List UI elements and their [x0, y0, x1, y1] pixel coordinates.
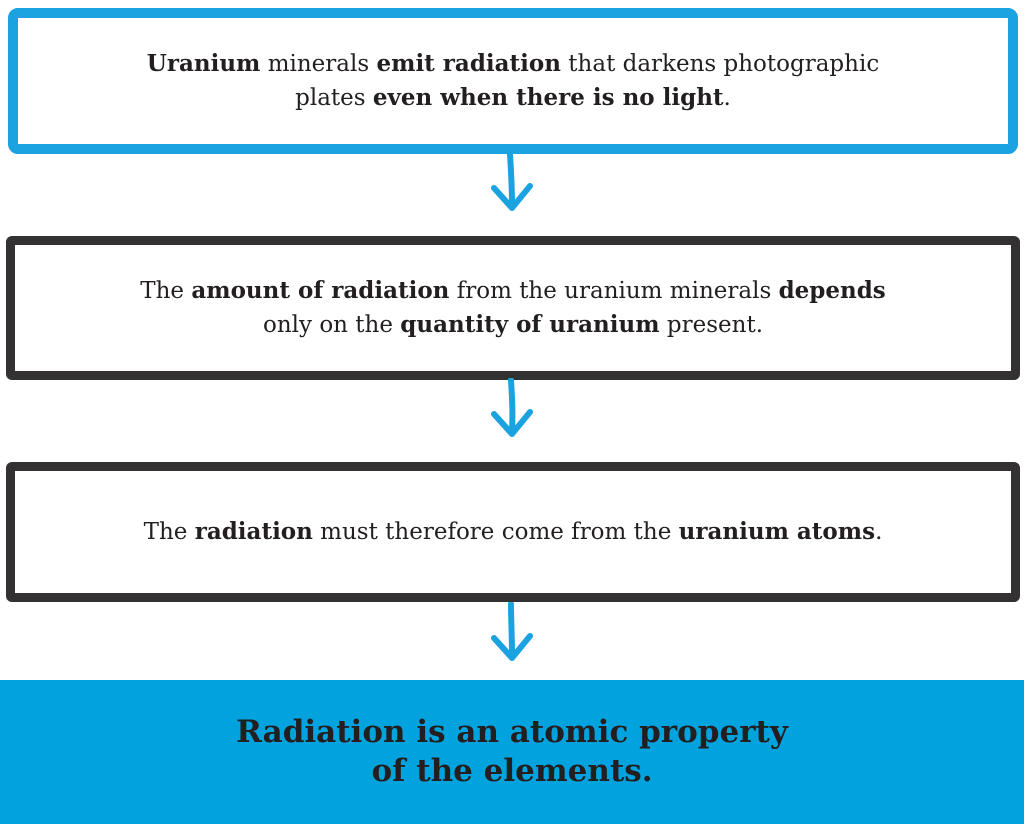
conclusion-text: Radiation is an atomic property of the e… [236, 713, 788, 791]
emphasis-text: quantity of uranium [400, 311, 660, 338]
step-2-line-1: The amount of radiation from the uranium… [140, 274, 886, 309]
emphasis-text: radiation [194, 517, 313, 545]
step-2-text: The amount of radiation from the uranium… [140, 274, 886, 343]
down-arrow-icon [491, 152, 533, 211]
body-text: . [875, 518, 883, 545]
body-text: The [143, 518, 195, 545]
step-3-text: The radiation must therefore come from t… [144, 515, 883, 550]
conclusion-line-2: of the elements. [371, 753, 653, 789]
emphasis-text: uranium atoms [678, 517, 876, 545]
body-text: plates [295, 85, 373, 111]
conclusion-line-1: Radiation is an atomic property [236, 714, 788, 751]
step-2-box: The amount of radiation from the uranium… [6, 236, 1020, 380]
body-text: from the uranium minerals [449, 277, 779, 304]
body-text: must therefore come from the [312, 518, 679, 545]
body-text: minerals [260, 50, 377, 77]
body-text: The [140, 277, 192, 304]
emphasis-text: emit radiation [376, 49, 561, 77]
emphasis-text: even when there is no light [372, 84, 724, 111]
step-1-box: Uranium minerals emit radiation that dar… [8, 8, 1018, 154]
body-text: present. [659, 312, 763, 338]
conclusion-banner: Radiation is an atomic property of the e… [0, 680, 1024, 824]
down-arrow-icon [491, 378, 533, 437]
step-1-line-2: plates even when there is no light. [147, 81, 879, 116]
emphasis-text: amount of radiation [191, 276, 450, 304]
step-1-text: Uranium minerals emit radiation that dar… [147, 47, 879, 116]
step-3-line-1: The radiation must therefore come from t… [144, 515, 883, 550]
step-3-box: The radiation must therefore come from t… [6, 462, 1020, 602]
emphasis-text: depends [778, 276, 886, 304]
body-text: . [723, 85, 731, 111]
body-text: only on the [263, 312, 401, 338]
body-text: that darkens photographic [560, 50, 880, 77]
down-arrow-icon [491, 602, 533, 661]
emphasis-text: Uranium [146, 49, 261, 77]
step-2-line-2: only on the quantity of uranium present. [140, 308, 886, 343]
step-1-line-1: Uranium minerals emit radiation that dar… [147, 47, 879, 82]
